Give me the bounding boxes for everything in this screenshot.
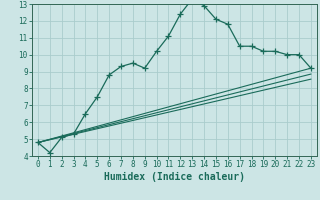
X-axis label: Humidex (Indice chaleur): Humidex (Indice chaleur) xyxy=(104,172,245,182)
